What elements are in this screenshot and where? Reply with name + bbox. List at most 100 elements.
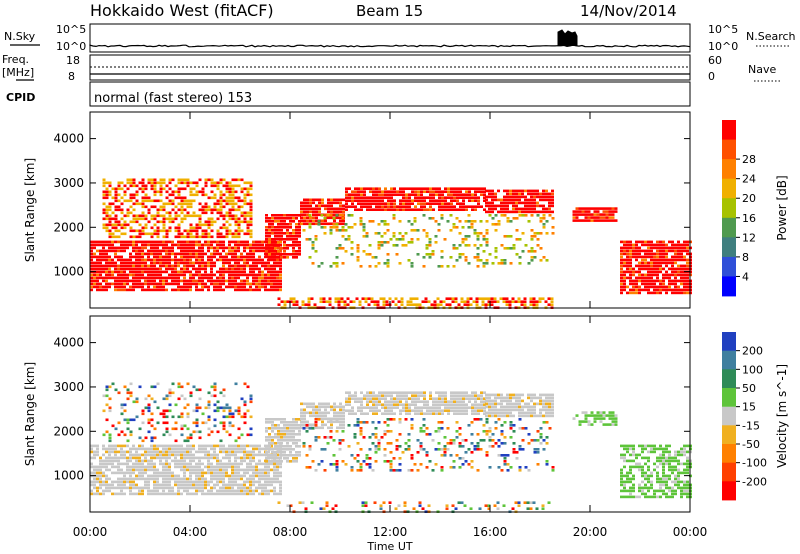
echo-cell xyxy=(318,207,321,211)
echo-cell xyxy=(548,204,551,208)
y-tick-label: 1000 xyxy=(53,265,84,279)
echo-cell xyxy=(129,273,132,277)
echo-cell xyxy=(228,282,231,286)
echo-cell xyxy=(231,184,235,188)
echo-cell xyxy=(584,216,588,219)
echo-cell xyxy=(488,204,491,208)
echo-cell xyxy=(283,253,286,256)
echo-cell xyxy=(117,205,121,209)
echo-cell xyxy=(189,202,193,206)
echo-cell xyxy=(225,199,229,203)
echo-cell xyxy=(156,270,159,274)
echo-cell xyxy=(432,193,435,196)
echo-cell xyxy=(150,232,154,236)
echo-cell xyxy=(274,418,277,421)
echo-cell xyxy=(207,489,210,493)
echo-cell xyxy=(237,264,240,268)
echo-cell xyxy=(357,193,360,196)
echo-cell xyxy=(629,261,632,265)
echo-cell xyxy=(279,261,282,265)
echo-cell xyxy=(258,273,261,277)
echo-cell xyxy=(584,213,588,216)
echo-cell xyxy=(608,210,612,213)
echo-cell xyxy=(129,492,132,496)
echo-cell xyxy=(162,178,166,182)
echo-cell xyxy=(683,258,686,262)
echo-cell xyxy=(440,256,444,259)
echo-cell xyxy=(683,282,686,286)
echo-cell xyxy=(298,433,301,436)
echo-cell xyxy=(650,264,653,268)
echo-cell xyxy=(533,396,536,400)
echo-cell xyxy=(189,459,192,463)
echo-cell xyxy=(265,241,268,244)
echo-cell xyxy=(295,226,298,229)
echo-cell xyxy=(213,447,216,451)
echo-cell xyxy=(237,462,240,466)
echo-cell xyxy=(626,276,629,280)
echo-cell xyxy=(171,492,174,496)
echo-cell xyxy=(584,219,588,222)
echo-cell xyxy=(216,492,219,496)
echo-band xyxy=(265,214,301,259)
echo-cell xyxy=(102,217,106,221)
echo-cell xyxy=(180,196,184,200)
echo-cell xyxy=(348,412,351,415)
echo-cell xyxy=(268,247,271,250)
echo-cell xyxy=(192,255,195,259)
echo-cell xyxy=(186,288,189,292)
echo-cell xyxy=(129,193,133,197)
echo-cell xyxy=(416,238,420,241)
echo-cell xyxy=(267,270,270,274)
echo-cell xyxy=(192,273,195,277)
echo-cell xyxy=(261,243,264,247)
echo-cell xyxy=(336,420,339,424)
echo-cell xyxy=(123,270,126,274)
echo-cell xyxy=(126,279,129,283)
echo-cell xyxy=(575,213,579,216)
echo-cell xyxy=(186,453,189,457)
echo-cell xyxy=(156,288,159,292)
echo-cell xyxy=(249,474,252,478)
echo-cell xyxy=(96,249,99,253)
echo-cell xyxy=(132,465,135,469)
echo-cell xyxy=(111,486,114,490)
echo-cell xyxy=(527,408,530,412)
echo-cell xyxy=(213,261,216,265)
echo-cell xyxy=(315,216,318,220)
echo-cell xyxy=(141,468,144,472)
echo-cell xyxy=(138,468,141,472)
echo-cell xyxy=(183,285,186,289)
echo-cell xyxy=(225,202,229,206)
echo-cell xyxy=(270,288,273,292)
y-tick-label: 4000 xyxy=(53,132,84,146)
echo-cell xyxy=(377,232,381,235)
echo-cell xyxy=(476,232,480,235)
echo-cell xyxy=(201,276,204,280)
echo-cell xyxy=(252,255,255,259)
echo-cell xyxy=(408,196,411,199)
echo-cell xyxy=(93,285,96,289)
echo-cell xyxy=(524,204,527,208)
echo-cell xyxy=(602,219,606,222)
echo-cell xyxy=(490,300,494,303)
freq-right-tick-bottom: 0 xyxy=(708,70,715,83)
echo-cell xyxy=(503,214,507,217)
echo-cell xyxy=(500,262,504,265)
echo-cell xyxy=(506,189,509,193)
echo-cell xyxy=(436,303,440,306)
echo-cell xyxy=(380,235,384,238)
echo-cell xyxy=(108,261,111,265)
echo-cell xyxy=(201,223,205,227)
echo-cell xyxy=(96,471,99,475)
echo-cell xyxy=(503,189,506,193)
echo-cell xyxy=(336,198,339,202)
echo-cell xyxy=(213,184,217,188)
echo-cell xyxy=(171,199,175,203)
echo-cell xyxy=(174,279,177,283)
echo-cell xyxy=(222,246,225,250)
echo-cell xyxy=(405,193,408,196)
echo-cell xyxy=(280,220,283,223)
echo-cell xyxy=(264,285,267,289)
echo-cell xyxy=(159,462,162,466)
